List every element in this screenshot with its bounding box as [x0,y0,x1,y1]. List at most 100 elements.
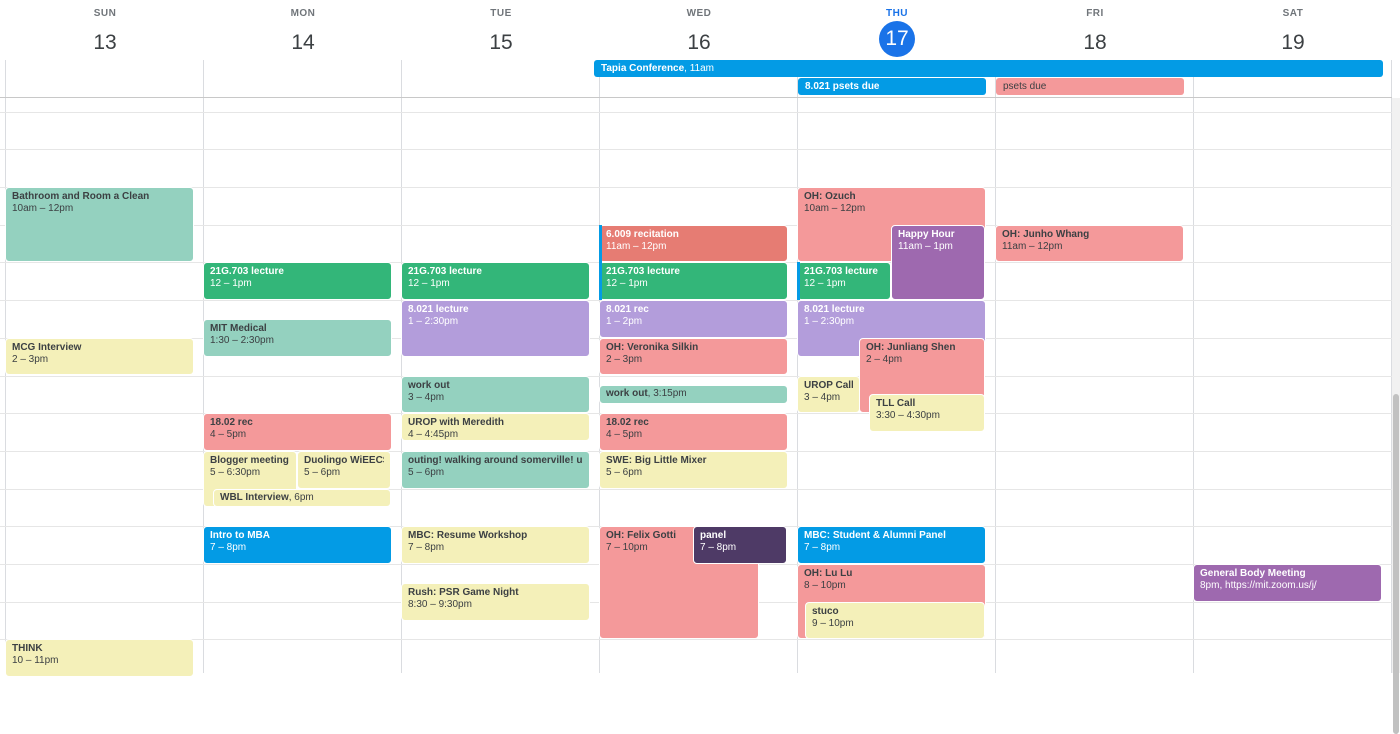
event-title: Intro to MBA [210,530,270,542]
event-time: 3:30 – 4:30pm [876,410,940,422]
scrollbar-thumb[interactable] [1393,394,1399,734]
event-stripe [797,262,800,301]
calendar-event[interactable]: WBL Interview, 6pm [213,488,391,508]
event-title: 18.02 rec [606,417,649,429]
calendar-event[interactable]: General Body Meeting 8pm, https://mit.zoo… [1193,564,1382,602]
event-time: 7 – 8pm [700,542,737,554]
event-time: 1 – 2pm [606,316,643,328]
calendar-event[interactable]: OH: Veronika Silkin 2 – 3pm [599,337,788,376]
calendar-event[interactable]: UROP with Meredith 4 – 4:45pm [401,413,590,442]
event-title: 8.021 rec [606,304,649,316]
event-title: OH: Junliang Shen [866,341,956,353]
event-time: 7 – 8pm [804,542,841,554]
event-title: 21G.703 lecture [408,266,482,278]
event-time: 5 – 6:30pm [210,466,261,478]
event-time: 11am – 12pm [1002,240,1063,252]
day-header-tue[interactable]: TUE 15 [402,0,600,60]
calendar-event[interactable]: 21G.703 lecture 12 – 1pm [203,262,392,301]
day-header-fri[interactable]: FRI 18 [996,0,1194,60]
calendar-event[interactable]: work out, 3:15pm [599,384,788,404]
event-time: 8pm, https://mit.zoom.us/j/ [1200,580,1317,591]
day-number[interactable]: 16 [687,31,711,54]
all-day-event[interactable]: psets due [996,78,1184,95]
event-title: 8.021 psets due [805,81,880,92]
calendar-event[interactable]: panel 7 – 8pm [693,526,787,564]
calendar-event[interactable]: UROP Call 3 – 4pm [797,375,860,414]
day-divider [401,60,402,673]
event-time: 5 – 6pm [606,466,643,478]
calendar-event[interactable]: 8.021 lecture 1 – 2:30pm [401,300,590,357]
calendar-event[interactable]: TLL Call 3:30 – 4:30pm [869,394,985,433]
event-time: 2 – 3pm [12,353,49,365]
calendar-event[interactable]: Duolingo WiEECS Tech Talk5 – 6pm [297,450,391,489]
day-header-sat[interactable]: SAT 19 [1194,0,1392,60]
event-time: , 11am [684,63,715,74]
day-divider [995,60,996,673]
day-number[interactable]: 14 [291,31,315,54]
event-time: 4 – 4:45pm [408,429,459,441]
day-divider [203,60,204,673]
calendar-event[interactable]: MIT Medical 1:30 – 2:30pm [203,318,392,357]
calendar-event[interactable]: Intro to MBA 7 – 8pm [203,526,392,564]
hour-line [0,112,1392,113]
day-name: TUE [490,8,512,19]
event-title: work out [606,387,648,399]
calendar-event[interactable]: SWE: Big Little Mixer 5 – 6pm [599,450,788,489]
event-title: Duolingo WiEECS Tech Talk [304,454,384,466]
day-number[interactable]: 17 [879,21,915,57]
scrollbar[interactable] [1392,98,1400,734]
day-header-sun[interactable]: SUN 13 [6,0,204,60]
calendar-event[interactable]: 8.021 rec 1 – 2pm [599,300,788,338]
day-header-mon[interactable]: MON 14 [204,0,402,60]
day-header-wed[interactable]: WED 16 [600,0,798,60]
event-title: MCG Interview [12,341,82,353]
event-time: 12 – 1pm [210,278,252,290]
calendar-event[interactable]: 21G.703 lecture 12 – 1pm [599,262,788,301]
calendar-event[interactable]: Happy Hour 11am – 1pm [891,224,985,301]
event-title: OH: Felix Gotti [606,530,676,542]
event-title: UROP Call [804,379,853,391]
event-title: UROP with Meredith [408,417,504,429]
calendar-event[interactable]: MCG Interview 2 – 3pm [5,337,194,376]
day-number[interactable]: 19 [1281,31,1305,54]
event-time: 8:30 – 9:30pm [408,598,472,610]
event-title: OH: Junho Whang [1002,228,1090,240]
day-header-thu[interactable]: THU 17 [798,0,996,60]
event-title: 8.021 lecture [804,304,865,316]
hour-line [0,489,1392,490]
calendar-event[interactable]: 18.02 rec 4 – 5pm [203,413,392,451]
event-time: 4 – 5pm [210,429,247,441]
calendar-event[interactable]: 21G.703 lecture 12 – 1pm [401,262,590,301]
calendar-event[interactable]: OH: Junho Whang 11am – 12pm [995,224,1184,263]
calendar-event[interactable]: MBC: Student & Alumni Panel 7 – 8pm [797,526,986,564]
day-divider [797,60,798,673]
all-day-event[interactable]: Tapia Conference, 11am [594,60,1383,77]
calendar-event[interactable]: 18.02 rec 4 – 5pm [599,413,788,451]
event-title: outing! walking around somerville! union… [408,454,583,466]
calendar-event[interactable]: MBC: Resume Workshop 7 – 8pm [401,526,590,564]
event-title: MBC: Resume Workshop [408,530,528,542]
day-number[interactable]: 15 [489,31,513,54]
event-time: 10am – 12pm [12,203,74,214]
event-time: 9 – 10pm [812,617,854,629]
event-time: 4 – 5pm [606,429,643,441]
calendar-event[interactable]: THINK 10 – 11pm [5,639,194,678]
calendar-event[interactable]: 21G.703 lecture 12 – 1pm [797,262,891,301]
calendar-event[interactable]: stuco 9 – 10pm [805,601,985,640]
calendar-event[interactable]: Rush: PSR Game Night 8:30 – 9:30pm [401,582,590,621]
event-time: 8 – 10pm [804,580,846,591]
event-time: 1:30 – 2:30pm [210,334,274,346]
calendar-event[interactable]: Bathroom and Room a Clean 10am – 12pm [5,187,194,263]
event-time: 5 – 6pm [304,466,341,478]
event-title: Blogger meeting [210,454,289,466]
day-number[interactable]: 18 [1083,31,1107,54]
calendar-event[interactable]: outing! walking around somerville! union… [401,450,590,489]
calendar-event[interactable]: work out 3 – 4pm [401,375,590,414]
day-number[interactable]: 13 [93,31,117,54]
event-title: 6.009 recitation [606,228,679,240]
calendar-event[interactable]: 6.009 recitation 11am – 12pm [599,224,788,263]
event-title: panel [700,530,727,542]
event-title: OH: Veronika Silkin [606,341,699,353]
event-title: TLL Call [876,398,916,410]
all-day-event[interactable]: 8.021 psets due [798,78,986,95]
